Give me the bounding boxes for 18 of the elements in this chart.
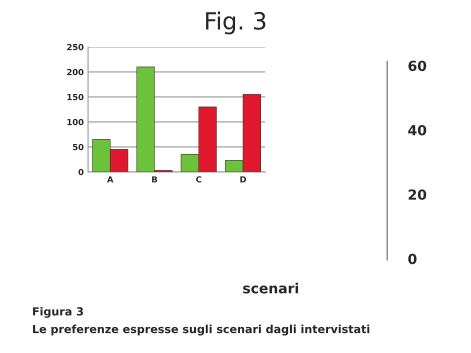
chart-title: Fig. 3 bbox=[206, 12, 266, 34]
y-tick-label: 100 bbox=[67, 118, 84, 126]
text: Figura 3 bbox=[33, 306, 83, 318]
y-tick-label: 250 bbox=[67, 44, 84, 50]
text: 20 bbox=[408, 189, 426, 200]
y-tick-label: 50 bbox=[72, 144, 84, 150]
text: 60 bbox=[408, 60, 426, 72]
y-tick-label: 200 bbox=[67, 68, 84, 76]
x-tick-label: A bbox=[107, 176, 114, 182]
y-tick-label: 0 bbox=[78, 168, 84, 176]
x-tick-label: B bbox=[152, 176, 158, 182]
text: 0 bbox=[408, 254, 417, 264]
y-tick-label: 150 bbox=[67, 94, 84, 100]
x-tick-label: C bbox=[196, 176, 202, 183]
text: scenari bbox=[243, 282, 298, 294]
x-tick-label: D bbox=[240, 176, 246, 182]
text: 40 bbox=[408, 124, 426, 136]
text: Le preferenze espresse sugli scenari dagli intervistati bbox=[33, 324, 370, 336]
